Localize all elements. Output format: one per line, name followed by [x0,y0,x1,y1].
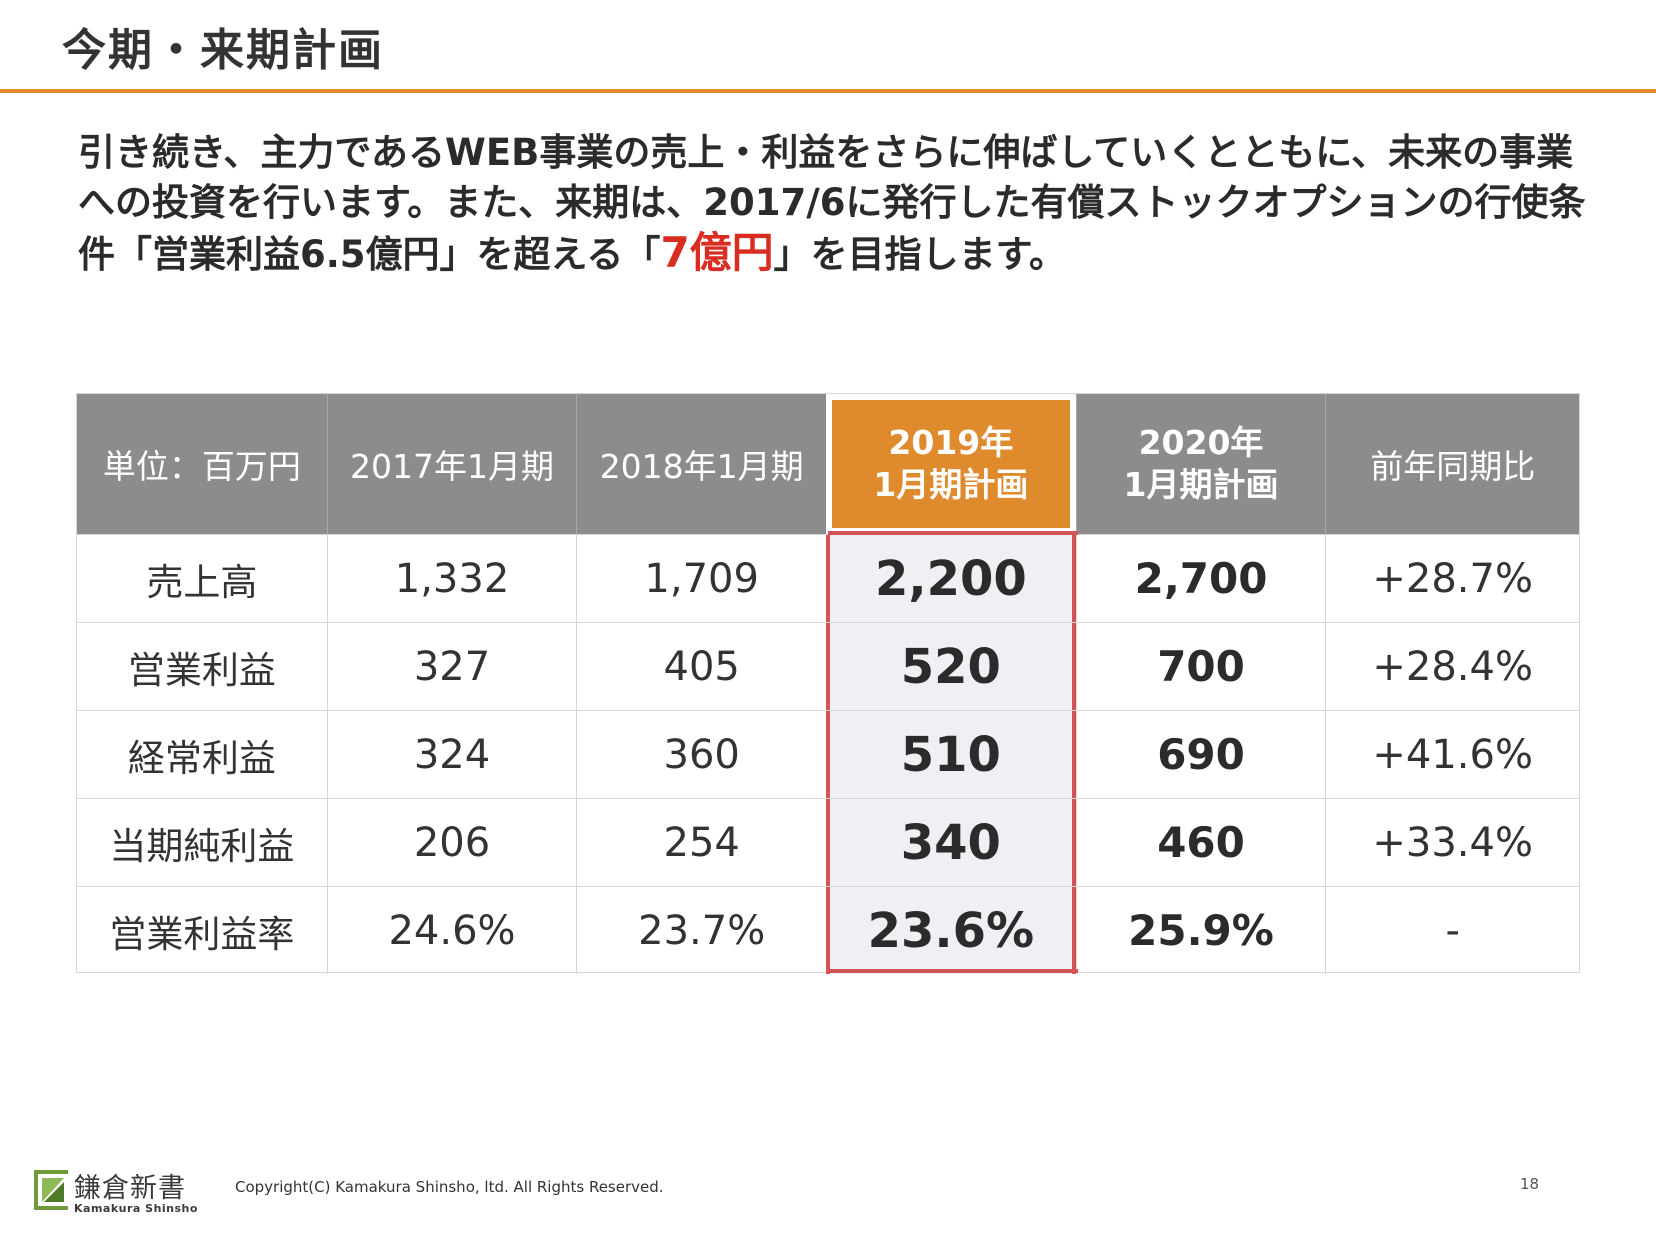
header-fy2018: 2018年1月期 [576,394,826,534]
cell-fy2020-plan: 2,700 [1075,535,1326,622]
title-divider [0,89,1656,93]
header-fy2019-line1: 2019年 [888,423,1014,462]
plan-column-frame-bottom [828,969,1078,973]
plan-column-frame-top [828,531,1078,535]
logo-jp-text: 鎌倉新書 [74,1173,186,1204]
copyright-text: Copyright(C) Kamakura Shinsho, ltd. All … [235,1178,664,1196]
cell-fy2019-plan: 340 [826,799,1076,886]
lead-highlight: 7億円 [660,228,774,277]
cell-fy2018: 405 [576,623,826,710]
cell-fy2019-plan: 510 [826,711,1076,798]
cell-fy2020-plan: 25.9% [1075,887,1326,974]
cell-yoy: +33.4% [1325,799,1579,886]
table-row: 営業利益 327 405 520 700 +28.4% [77,622,1579,710]
header-fy2020-line1: 2020年 [1138,423,1264,462]
logo-en-text: Kamakura Shinsho [74,1202,198,1215]
cell-fy2018: 1,709 [576,535,826,622]
table-row: 売上高 1,332 1,709 2,200 2,700 +28.7% [77,534,1579,622]
header-fy2020-plan: 2020年 1月期計画 [1075,394,1326,534]
cell-fy2019-plan: 23.6% [826,887,1076,974]
table-row: 当期純利益 206 254 340 460 +33.4% [77,798,1579,886]
table-row: 営業利益率 24.6% 23.7% 23.6% 25.9% - [77,886,1579,974]
cell-fy2017: 327 [326,623,577,710]
cell-fy2019-plan: 520 [826,623,1076,710]
cell-fy2018: 360 [576,711,826,798]
lead-text-before: 引き続き、主力であるWEB事業の売上・利益をさらに伸ばしていくとともに、未来の事… [78,131,1586,276]
lead-paragraph: 引き続き、主力であるWEB事業の売上・利益をさらに伸ばしていくとともに、未来の事… [78,128,1598,280]
header-yoy: 前年同期比 [1325,394,1579,534]
cell-yoy: +28.7% [1325,535,1579,622]
plan-table: 単位：百万円 2017年1月期 2018年1月期 2019年 1月期計画 202… [76,393,1580,974]
row-label: 当期純利益 [109,824,295,868]
cell-fy2018: 254 [576,799,826,886]
company-logo: 鎌倉新書 Kamakura Shinsho [34,1168,199,1218]
page-number: 18 [1520,1175,1540,1193]
cell-yoy: +28.4% [1325,623,1579,710]
cell-fy2017: 324 [326,711,577,798]
row-label: 営業利益 [127,648,276,692]
header-fy2019-line2: 1月期計画 [873,465,1029,504]
cell-fy2019-plan: 2,200 [826,535,1076,622]
header-unit: 単位：百万円 [102,447,301,486]
row-label: 経常利益 [127,736,276,780]
cell-yoy: - [1325,887,1579,974]
cell-fy2020-plan: 690 [1075,711,1326,798]
header-fy2019-plan: 2019年 1月期計画 [826,394,1076,534]
header-fy2020-line2: 1月期計画 [1123,465,1279,504]
cell-fy2017: 24.6% [326,887,577,974]
cell-fy2017: 206 [326,799,577,886]
row-label: 営業利益率 [109,912,295,956]
logo-mark-icon [34,1170,68,1210]
cell-fy2017: 1,332 [326,535,577,622]
cell-fy2018: 23.7% [576,887,826,974]
table-header-row: 単位：百万円 2017年1月期 2018年1月期 2019年 1月期計画 202… [77,394,1579,534]
row-label: 売上高 [146,560,258,604]
cell-yoy: +41.6% [1325,711,1579,798]
table-row: 経常利益 324 360 510 690 +41.6% [77,710,1579,798]
header-fy2017: 2017年1月期 [326,394,577,534]
page-title: 今期・来期計画 [62,25,384,76]
cell-fy2020-plan: 700 [1075,623,1326,710]
cell-fy2020-plan: 460 [1075,799,1326,886]
lead-text-after: 」を目指します。 [773,233,1066,276]
